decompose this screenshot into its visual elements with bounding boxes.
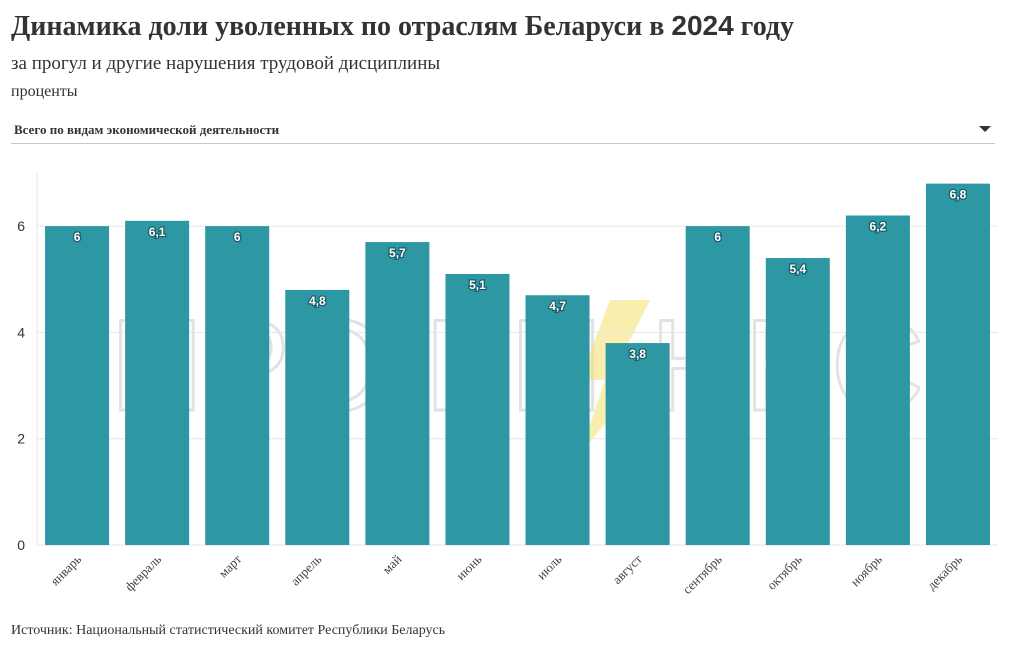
data-label: 5,1 bbox=[469, 278, 486, 292]
x-tick-label: август bbox=[609, 551, 645, 587]
data-label: 5,7 bbox=[389, 246, 406, 260]
data-label: 5,4 bbox=[789, 262, 806, 276]
y-tick-label: 0 bbox=[17, 537, 25, 553]
x-tick-label: декабрь bbox=[924, 551, 965, 592]
title-year: 2024 bbox=[671, 10, 734, 41]
chart-subtitle: за прогул и другие нарушения трудовой ди… bbox=[11, 53, 441, 74]
y-tick-label: 2 bbox=[17, 431, 25, 447]
data-label: 6 bbox=[74, 230, 81, 244]
x-tick-label: сентябрь bbox=[679, 551, 724, 596]
bar bbox=[445, 273, 510, 545]
bar bbox=[845, 215, 910, 545]
x-tick-label: ноябрь bbox=[847, 551, 885, 589]
bar bbox=[285, 289, 350, 545]
source-note: Источник: Национальный статистический ко… bbox=[11, 623, 446, 638]
x-tick-label: март bbox=[215, 551, 244, 580]
data-label: 6 bbox=[714, 230, 721, 244]
bar-chart: 0 2 4 6 6 6,1 6 4,8 5,7 5,1 4,7 3,8 6 5,4 6,2 6,8 январь… bbox=[17, 173, 998, 597]
bar bbox=[685, 226, 750, 545]
data-label: 6 bbox=[234, 230, 241, 244]
data-label: 6,8 bbox=[950, 188, 967, 202]
y-tick-label: 6 bbox=[17, 218, 25, 234]
data-label: 6,1 bbox=[149, 225, 166, 239]
title-end: году bbox=[733, 11, 795, 42]
bar bbox=[525, 295, 590, 545]
x-tick-label: январь bbox=[47, 551, 84, 588]
bar bbox=[765, 258, 830, 545]
chevron-down-icon[interactable] bbox=[979, 126, 991, 132]
bar bbox=[205, 226, 270, 545]
x-tick-label: июнь bbox=[453, 551, 485, 583]
bar bbox=[605, 343, 670, 545]
data-label: 6,2 bbox=[870, 220, 887, 234]
x-tick-label: июль bbox=[534, 551, 565, 582]
bar bbox=[365, 242, 430, 545]
title-text: Динамика доли уволенных по отраслям Бела… bbox=[11, 11, 672, 42]
data-label: 4,7 bbox=[549, 299, 566, 313]
x-tick-label: октябрь bbox=[764, 551, 805, 592]
data-label: 3,8 bbox=[629, 347, 646, 361]
x-tick-label: апрель bbox=[287, 551, 324, 588]
y-tick-label: 4 bbox=[17, 324, 25, 340]
industry-select[interactable]: Всего по видам экономической деятельност… bbox=[11, 116, 995, 144]
units-label: проценты bbox=[11, 83, 78, 100]
x-tick-label: май bbox=[379, 551, 404, 576]
bar bbox=[45, 226, 110, 545]
bar bbox=[925, 183, 990, 545]
bar bbox=[125, 220, 190, 546]
industry-select-value: Всего по видам экономической деятельност… bbox=[14, 122, 280, 137]
chart-title: Динамика доли уволенных по отраслям Бела… bbox=[11, 10, 794, 43]
x-tick-label: февраль bbox=[122, 551, 165, 594]
data-label: 4,8 bbox=[309, 294, 326, 308]
